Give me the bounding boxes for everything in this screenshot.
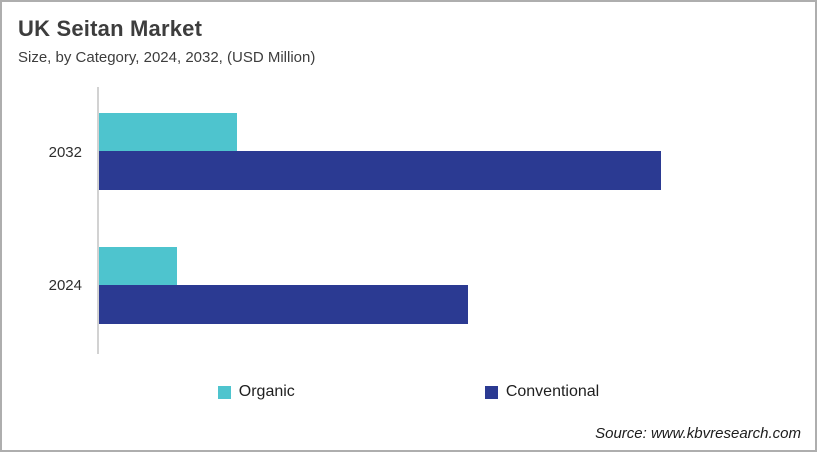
bar-group-2024 — [99, 247, 799, 324]
bar-conventional-2032 — [99, 151, 661, 190]
bar-group-2032 — [99, 113, 799, 190]
legend-label-conventional: Conventional — [505, 383, 600, 400]
bar-conventional-2024 — [99, 285, 468, 324]
category-label-2032: 2032 — [48, 143, 82, 161]
legend-item-organic: Organic — [217, 383, 295, 401]
plot-area — [97, 87, 799, 354]
chart-title: UK Seitan Market — [18, 16, 203, 41]
category-label-2024: 2024 — [48, 277, 82, 294]
conventional-swatch-icon — [484, 385, 498, 399]
source-text: Source: www.kbvresearch.com — [595, 425, 801, 442]
bar-organic-2032 — [99, 113, 237, 151]
chart-header: UK Seitan Market Size, by Category, 2024… — [18, 16, 315, 66]
legend: Organic Conventional — [2, 383, 815, 401]
bar-organic-2024 — [99, 247, 177, 285]
legend-label-organic: Organic — [238, 383, 295, 400]
legend-item-conventional: Conventional — [484, 383, 600, 401]
organic-swatch-icon — [217, 385, 231, 399]
y-axis-line — [97, 87, 99, 354]
chart-subtitle: Size, by Category, 2024, 2032, (USD Mill… — [18, 49, 316, 66]
